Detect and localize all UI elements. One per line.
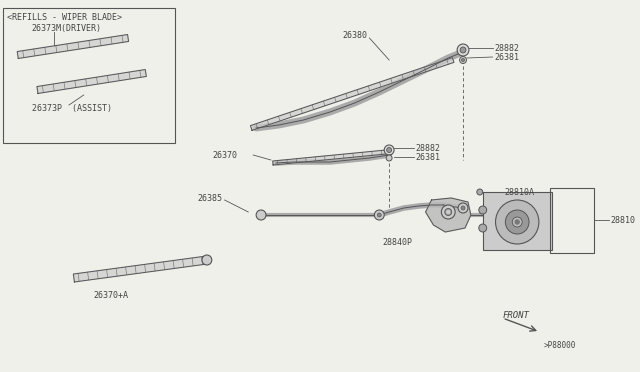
Circle shape — [495, 200, 539, 244]
Circle shape — [506, 210, 529, 234]
Circle shape — [512, 217, 522, 227]
Text: 26381: 26381 — [495, 52, 520, 61]
Circle shape — [256, 210, 266, 220]
Text: 26385: 26385 — [197, 193, 222, 202]
Circle shape — [479, 224, 486, 232]
Circle shape — [515, 220, 519, 224]
Text: 28882: 28882 — [416, 144, 441, 153]
Circle shape — [386, 155, 392, 161]
Bar — [483, 192, 552, 250]
Text: 26381: 26381 — [416, 153, 441, 161]
Polygon shape — [273, 150, 387, 165]
Text: 26373P  (ASSIST): 26373P (ASSIST) — [31, 103, 111, 112]
Text: 26373M(DRIVER): 26373M(DRIVER) — [31, 23, 102, 32]
Text: 26380: 26380 — [343, 31, 368, 39]
Circle shape — [460, 57, 467, 64]
Polygon shape — [37, 70, 147, 93]
Text: <REFILLS - WIPER BLADE>: <REFILLS - WIPER BLADE> — [7, 13, 122, 22]
Circle shape — [479, 206, 486, 214]
Circle shape — [457, 44, 469, 56]
Circle shape — [461, 58, 465, 61]
Polygon shape — [74, 256, 207, 282]
Circle shape — [461, 206, 465, 210]
Circle shape — [477, 189, 483, 195]
Circle shape — [447, 211, 450, 214]
Circle shape — [384, 145, 394, 155]
Text: 28882: 28882 — [495, 44, 520, 52]
Text: 28810: 28810 — [611, 215, 636, 224]
Circle shape — [202, 255, 212, 265]
Circle shape — [458, 203, 468, 213]
Text: 28810A: 28810A — [504, 187, 534, 196]
Text: 26370: 26370 — [212, 151, 238, 160]
Polygon shape — [426, 198, 471, 232]
Text: FRONT: FRONT — [502, 311, 529, 320]
Circle shape — [387, 148, 392, 153]
Text: 26370+A: 26370+A — [93, 291, 129, 299]
Bar — [550, 188, 594, 253]
Text: 28840P: 28840P — [382, 237, 412, 247]
Circle shape — [378, 213, 381, 217]
Polygon shape — [17, 35, 129, 58]
Bar — [3, 8, 175, 143]
Circle shape — [460, 47, 466, 53]
Circle shape — [445, 208, 452, 215]
Circle shape — [374, 210, 384, 220]
Text: >P88000: >P88000 — [544, 340, 576, 350]
Circle shape — [442, 205, 455, 219]
Polygon shape — [250, 58, 454, 130]
